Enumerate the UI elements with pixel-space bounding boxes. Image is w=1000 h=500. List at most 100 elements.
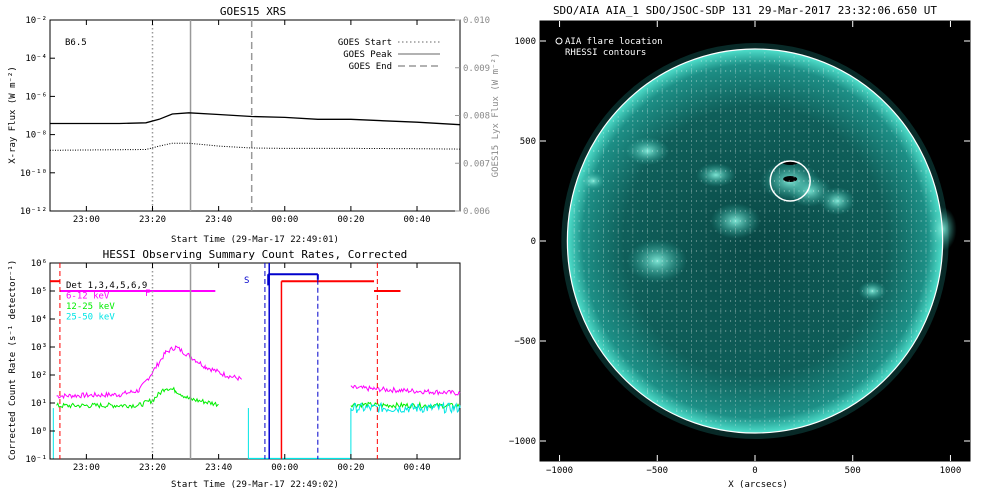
contour-dot (676, 90, 678, 92)
contour-dot (891, 140, 893, 142)
contour-dot (778, 208, 780, 210)
contour-dot (915, 330, 917, 332)
contour-dot (861, 190, 864, 192)
contour-dot (691, 88, 692, 90)
contour-dot (749, 52, 751, 54)
contour-dot (647, 256, 648, 258)
contour-dot (598, 310, 600, 312)
contour-dot (764, 56, 766, 58)
contour-dot (852, 150, 854, 152)
contour-dot (837, 336, 839, 338)
contour-dot (734, 160, 737, 162)
contour-dot (925, 280, 927, 282)
contour-dot (593, 240, 595, 242)
contour-dot (705, 416, 707, 418)
contour-dot (583, 240, 585, 242)
contour-dot (598, 170, 600, 172)
contour-dot (773, 380, 776, 382)
contour-dot (749, 380, 751, 382)
contour-dot (803, 370, 805, 372)
contour-dot (646, 90, 649, 92)
contour-dot (715, 150, 717, 152)
aia-image-panel: SDO/AIA AIA_1 SDO/JSOC-SDP 131 29-Mar-20… (509, 4, 971, 490)
contour-dot (676, 200, 678, 202)
contour-dot (739, 400, 741, 402)
contour-dot (769, 320, 771, 322)
contour-dot (808, 120, 810, 122)
contour-dot (764, 230, 766, 232)
contour-dot (720, 316, 722, 318)
contour-dot (681, 270, 683, 272)
contour-dot (813, 320, 815, 322)
contour-dot (837, 352, 839, 354)
contour-dot (734, 70, 737, 72)
contour-dot (602, 200, 605, 202)
contour-dot (676, 104, 678, 106)
contour-dot (622, 240, 624, 242)
contour-dot (734, 400, 737, 402)
contour-dot (817, 190, 820, 192)
contour-dot (588, 248, 590, 250)
contour-dot (866, 256, 868, 258)
contour-dot (764, 248, 766, 250)
contour-dot (930, 240, 932, 242)
contour-dot (852, 276, 854, 278)
contour-dot (822, 264, 824, 266)
contour-dot (622, 190, 624, 192)
contour-dot (686, 80, 688, 82)
contour-dot (617, 196, 619, 198)
contour-dot (632, 160, 634, 162)
contour-dot (686, 330, 688, 332)
contour-dot (603, 136, 604, 138)
contour-dot (607, 350, 609, 352)
contour-dot (661, 212, 663, 214)
contour-dot (593, 270, 595, 272)
contour-dot (725, 290, 727, 292)
contour-dot (725, 320, 727, 322)
contour-dot (705, 332, 707, 334)
contour-dot (603, 296, 604, 298)
contour-dot (637, 300, 639, 302)
contour-dot (822, 280, 824, 282)
contour-dot (661, 108, 663, 110)
contour-dot (730, 60, 732, 62)
contour-dot (837, 356, 839, 358)
contour-dot (778, 364, 780, 366)
contour-dot (735, 256, 736, 258)
contour-dot (881, 156, 883, 158)
contour-dot (695, 200, 697, 202)
contour-dot (881, 352, 883, 354)
contour-dot (720, 330, 722, 332)
contour-dot (852, 228, 854, 230)
contour-dot (852, 168, 854, 170)
contour-dot (725, 240, 727, 242)
contour-dot (798, 400, 800, 402)
contour-dot (837, 212, 839, 214)
contour-dot (910, 340, 912, 342)
contour-dot (705, 248, 707, 250)
contour-dot (676, 164, 678, 166)
contour-dot (739, 230, 741, 232)
contour-dot (915, 310, 917, 312)
contour-dot (920, 200, 922, 202)
contour-dot (705, 350, 707, 352)
contour-dot (739, 170, 741, 172)
contour-dot (769, 250, 771, 252)
contour-dot (705, 412, 707, 414)
contour-dot (764, 364, 766, 366)
contour-dot (691, 148, 692, 150)
contour-dot (612, 150, 614, 152)
contour-dot (593, 210, 595, 212)
contour-dot (798, 150, 800, 152)
contour-dot (710, 250, 712, 252)
contour-dot (573, 252, 575, 254)
contour-dot (847, 130, 849, 132)
contour-dot (602, 150, 605, 152)
contour-dot (827, 150, 829, 152)
contour-dot (837, 164, 839, 166)
contour-dot (646, 230, 649, 232)
contour-dot (788, 340, 790, 342)
contour-dot (901, 150, 903, 152)
contour-dot (603, 324, 604, 326)
contour-dot (778, 376, 780, 378)
